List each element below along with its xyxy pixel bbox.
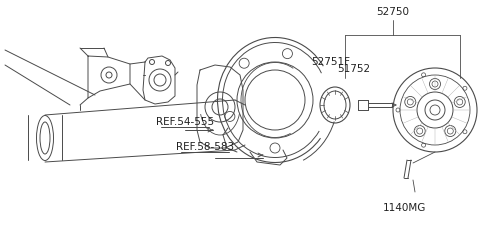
Text: REF.54-555: REF.54-555 — [156, 117, 214, 127]
Text: REF.58-583: REF.58-583 — [176, 142, 234, 152]
Text: 52751F: 52751F — [311, 57, 350, 67]
Text: 1140MG: 1140MG — [384, 203, 427, 213]
Text: 52750: 52750 — [376, 7, 409, 17]
Text: 51752: 51752 — [337, 64, 370, 74]
